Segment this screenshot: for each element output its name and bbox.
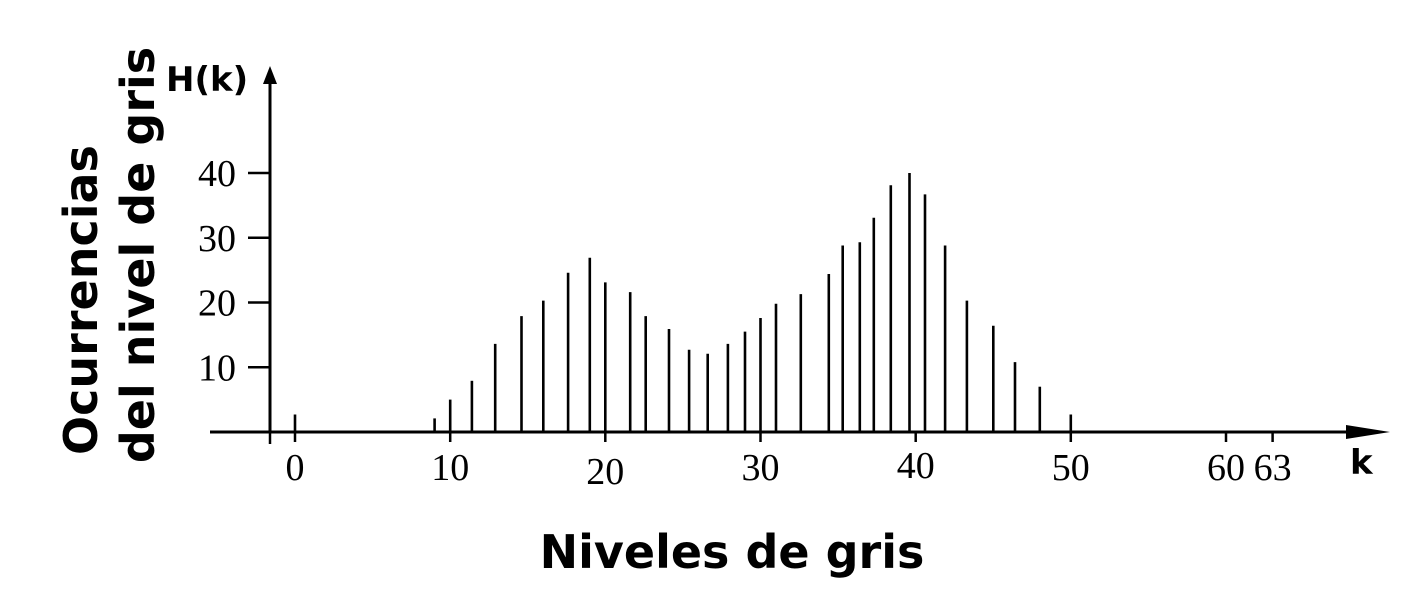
x-tick-label-40: 40 — [897, 445, 935, 487]
y-axis-title-line-1: Ocurrencias — [54, 145, 108, 455]
x-tick-label-20: 20 — [586, 451, 624, 493]
x-axis-arrowhead — [1346, 425, 1390, 439]
y-tick-label-30: 30 — [198, 218, 236, 260]
y-axis-ticks: 10 20 30 40 — [198, 153, 270, 389]
y-axis-arrowhead — [263, 66, 277, 84]
x-tick-label-10: 10 — [431, 447, 469, 489]
y-axis-title-line-2: del nivel de gris — [111, 47, 165, 463]
x-tick-label-50: 50 — [1052, 447, 1090, 489]
x-axis-ticks: 0 10 20 30 40 50 60 63 — [286, 432, 1292, 493]
x-tick-label-63: 63 — [1254, 447, 1292, 489]
x-tick-label-0: 0 — [286, 447, 305, 489]
y-tick-label-40: 40 — [198, 153, 236, 195]
x-axis-title: Niveles de gris — [540, 525, 925, 579]
y-tick-label-20: 20 — [198, 283, 236, 325]
x-axis-symbol: k — [1350, 443, 1374, 483]
x-tick-label-30: 30 — [742, 447, 780, 489]
histogram-stems — [293, 173, 1073, 432]
y-axis-symbol: H(k) — [166, 60, 248, 100]
x-tick-label-60: 60 — [1207, 447, 1245, 489]
y-tick-label-10: 10 — [198, 347, 236, 389]
